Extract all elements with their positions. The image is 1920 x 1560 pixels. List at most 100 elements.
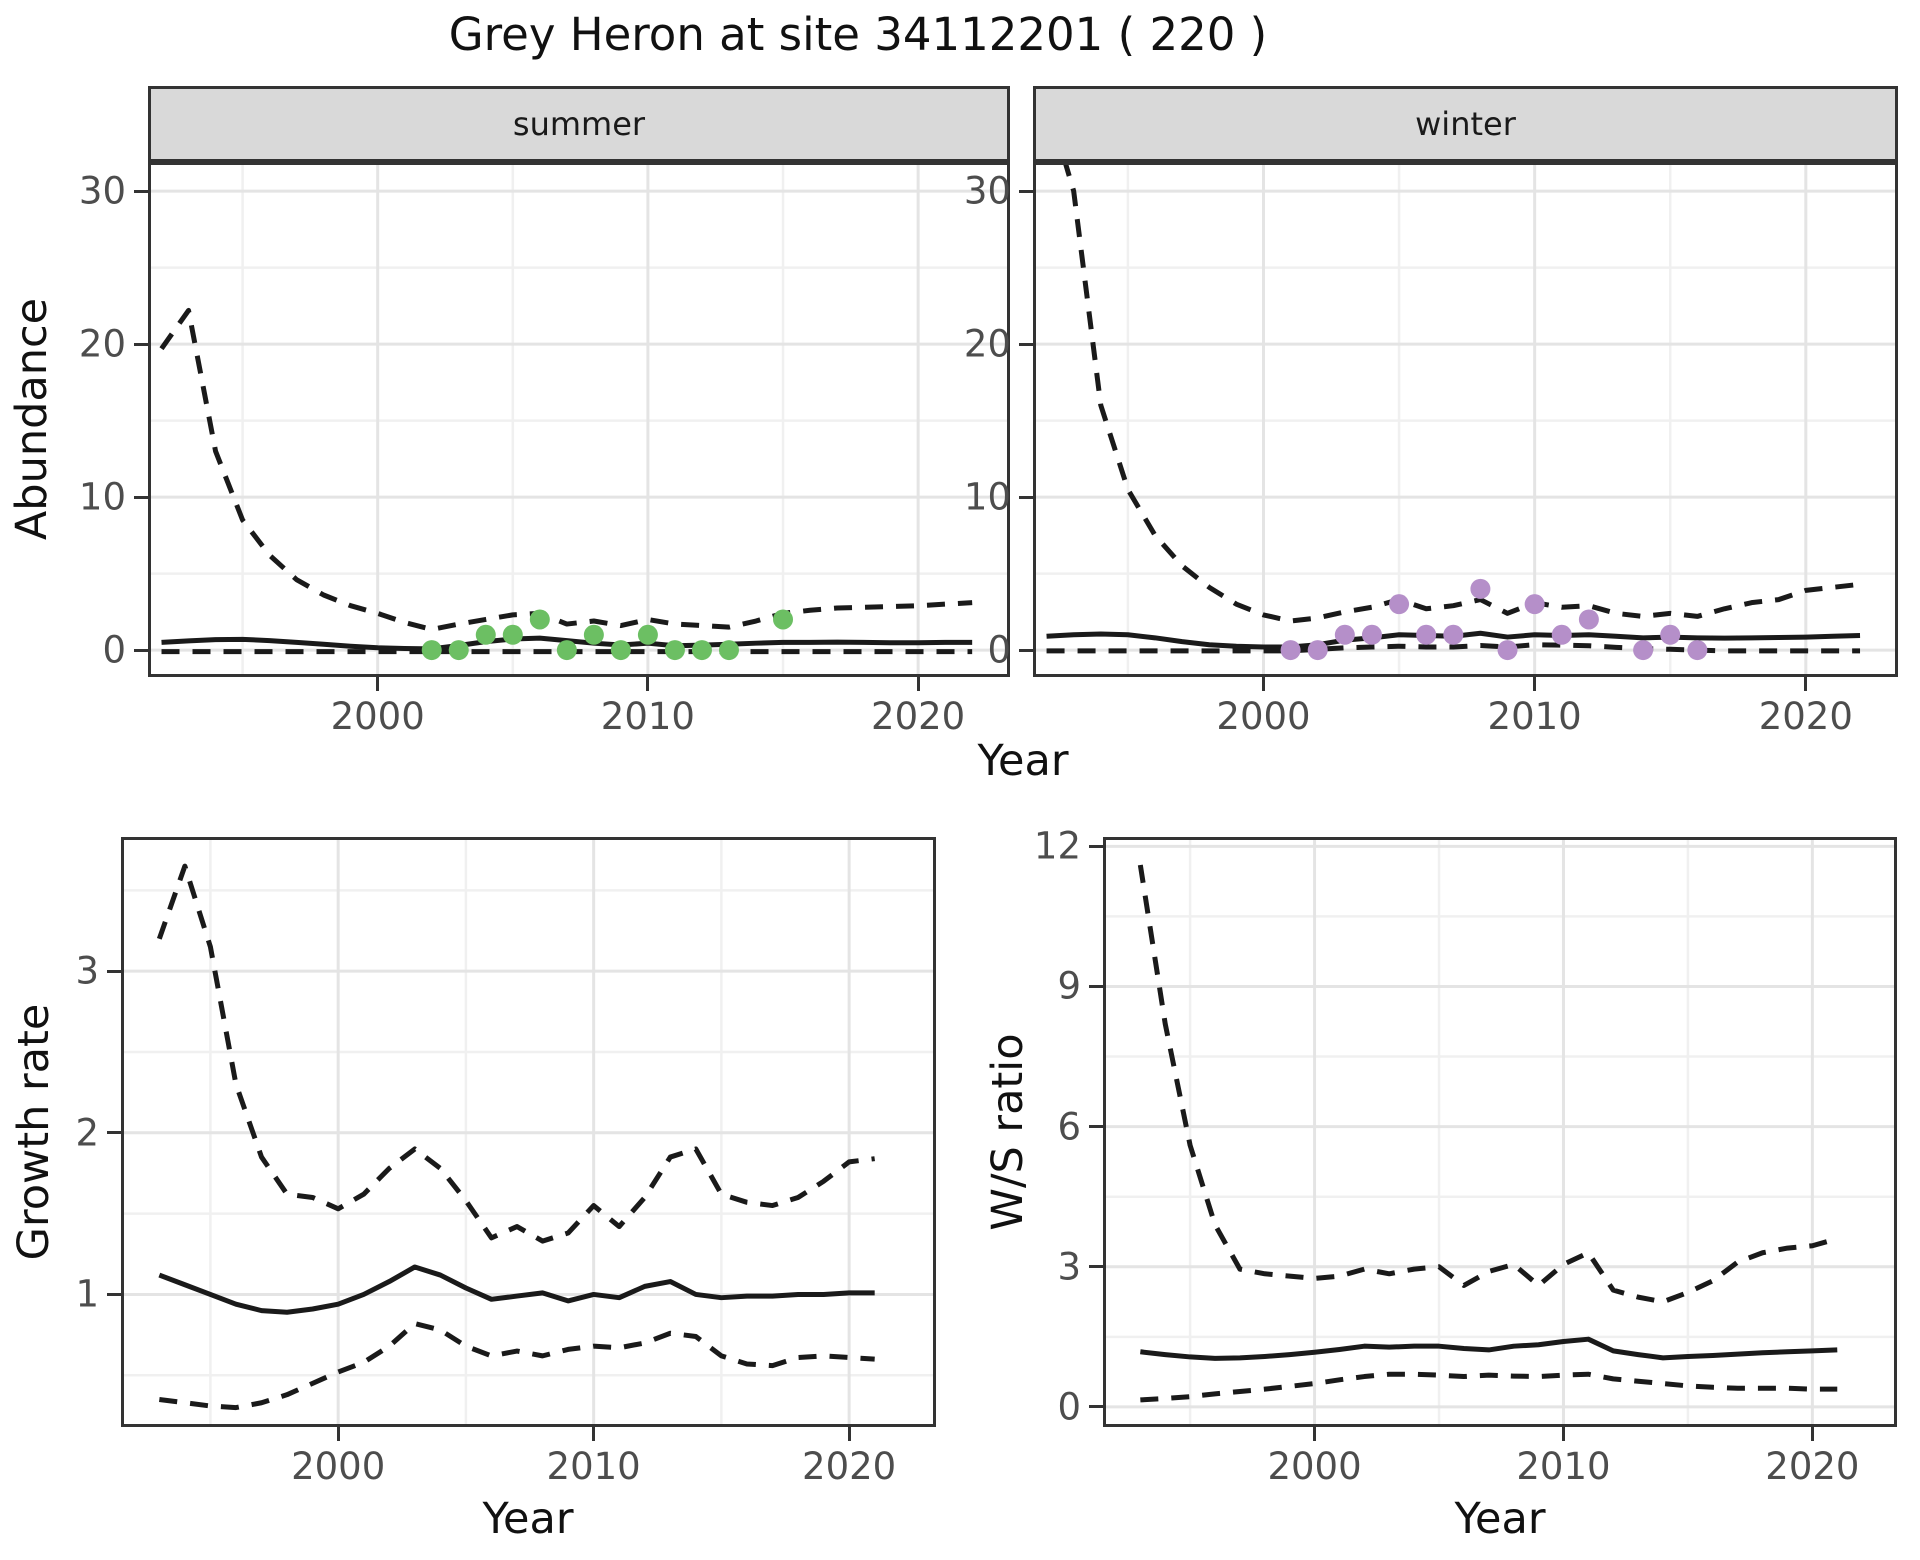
- y-tick-label: 0: [987, 628, 1011, 672]
- data-point-observed-winter: [1578, 609, 1599, 630]
- facet-strip-summer: summer: [148, 86, 1010, 162]
- x-tick-mark: [1261, 677, 1265, 691]
- x-tick-mark: [646, 677, 650, 691]
- data-point-observed-winter: [1361, 624, 1382, 645]
- data-point-observed-summer: [664, 640, 685, 661]
- y-tick-mark: [1019, 189, 1033, 193]
- data-point-observed-summer: [610, 640, 631, 661]
- y-tick-mark: [107, 1292, 121, 1296]
- y-tick-label: 0: [1057, 1385, 1081, 1429]
- y-tick-label: 3: [1057, 1245, 1081, 1289]
- x-tick-label: 2000: [1216, 695, 1311, 738]
- y-tick-label: 12: [1033, 824, 1081, 868]
- x-tick-mark: [1313, 1427, 1317, 1441]
- y-tick-label: 10: [78, 475, 126, 519]
- data-point-observed-summer: [556, 640, 577, 661]
- y-tick-mark: [134, 189, 148, 193]
- data-point-observed-winter: [1497, 640, 1518, 661]
- panel-ws-ratio: [1103, 837, 1897, 1427]
- y-tick-label: 3: [75, 949, 99, 993]
- data-point-observed-winter: [1687, 640, 1708, 661]
- series-upper95-summer: [159, 307, 973, 632]
- y-tick-label: 6: [1057, 1105, 1081, 1149]
- facet-label-summer: summer: [512, 105, 646, 143]
- panel-growth-rate: [121, 837, 936, 1427]
- data-point-observed-winter: [1551, 624, 1572, 645]
- x-tick-mark: [916, 677, 920, 691]
- data-point-observed-summer: [637, 624, 658, 645]
- y-tick-mark: [1089, 1405, 1103, 1409]
- x-axis-title-year-growth: Year: [482, 1494, 574, 1544]
- series-upper95-winter: [1062, 162, 1861, 624]
- x-tick-mark: [1533, 677, 1537, 691]
- y-tick-mark: [1089, 984, 1103, 988]
- series-lower95: [1140, 1371, 1838, 1403]
- data-point-observed-winter: [1280, 640, 1301, 661]
- y-tick-label: 20: [78, 322, 126, 366]
- x-tick-label: 2010: [600, 695, 695, 738]
- data-point-observed-winter: [1633, 640, 1654, 661]
- x-tick-label: 2010: [1516, 1445, 1611, 1488]
- data-point-observed-winter: [1334, 624, 1355, 645]
- data-point-observed-winter: [1307, 640, 1328, 661]
- data-point-observed-winter: [1470, 578, 1491, 599]
- y-tick-mark: [1089, 844, 1103, 848]
- x-tick-mark: [1810, 1427, 1814, 1441]
- y-tick-label: 30: [963, 169, 1011, 213]
- y-tick-label: 1: [75, 1272, 99, 1316]
- y-tick-label: 20: [963, 322, 1011, 366]
- y-tick-mark: [134, 342, 148, 346]
- x-tick-label: 2000: [330, 695, 425, 738]
- series-lower95-winter: [1046, 642, 1861, 654]
- data-point-observed-winter: [1416, 624, 1437, 645]
- data-point-observed-summer: [502, 624, 523, 645]
- series-lower95: [159, 1321, 875, 1411]
- series-upper95: [1137, 864, 1838, 1305]
- facet-label-winter: winter: [1415, 105, 1516, 143]
- series-median: [158, 1264, 875, 1315]
- facet-strip-winter: winter: [1033, 86, 1898, 162]
- x-tick-label: 2020: [1758, 695, 1853, 738]
- data-point-observed-summer: [448, 640, 469, 661]
- y-tick-mark: [134, 648, 148, 652]
- data-point-observed-summer: [583, 624, 604, 645]
- y-tick-mark: [1089, 1125, 1103, 1129]
- x-axis-title-year-ws: Year: [1454, 1494, 1546, 1544]
- x-tick-label: 2010: [546, 1445, 641, 1488]
- y-tick-label: 10: [963, 475, 1011, 519]
- data-point-observed-summer: [475, 624, 496, 645]
- x-tick-mark: [592, 1427, 596, 1441]
- y-tick-mark: [1019, 648, 1033, 652]
- x-axis-title-year-top: Year: [977, 736, 1069, 786]
- data-point-observed-summer: [529, 609, 550, 630]
- data-point-observed-winter: [1443, 624, 1464, 645]
- y-tick-mark: [1019, 495, 1033, 499]
- x-tick-label: 2010: [1487, 695, 1582, 738]
- series-median: [1140, 1336, 1838, 1361]
- y-tick-mark: [1089, 1265, 1103, 1269]
- x-tick-label: 2020: [1765, 1445, 1860, 1488]
- x-tick-label: 2020: [802, 1445, 897, 1488]
- data-point-observed-summer: [691, 640, 712, 661]
- x-tick-label: 2000: [1267, 1445, 1362, 1488]
- x-tick-mark: [847, 1427, 851, 1441]
- y-tick-mark: [134, 495, 148, 499]
- y-tick-label: 9: [1057, 964, 1081, 1008]
- data-point-observed-summer: [773, 609, 794, 630]
- x-tick-label: 2020: [871, 695, 966, 738]
- y-tick-label: 0: [102, 628, 126, 672]
- x-tick-mark: [1804, 677, 1808, 691]
- data-point-observed-winter: [1389, 594, 1410, 615]
- panel-abundance-summer: [148, 162, 1010, 677]
- y-tick-label: 2: [75, 1111, 99, 1155]
- data-point-observed-summer: [421, 640, 442, 661]
- data-point-observed-winter: [1660, 624, 1681, 645]
- panel-abundance-winter: [1033, 162, 1898, 677]
- x-tick-mark: [1561, 1427, 1565, 1441]
- data-point-observed-winter: [1524, 594, 1545, 615]
- y-tick-label: 30: [78, 169, 126, 213]
- x-tick-label: 2000: [291, 1445, 386, 1488]
- y-tick-mark: [107, 969, 121, 973]
- series-upper95: [156, 863, 875, 1244]
